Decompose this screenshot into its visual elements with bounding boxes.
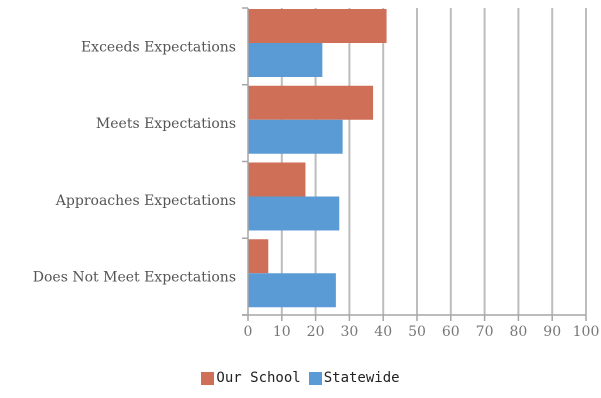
bar-statewide-approaches-expectations	[248, 196, 340, 231]
legend-item-our-school: Our School	[201, 370, 301, 386]
category-label-meets-expectations: Meets Expectations	[96, 116, 236, 132]
x-tick-label-20: 20	[307, 324, 325, 340]
category-label-does-not-meet-expectations: Does Not Meet Expectations	[33, 270, 236, 286]
bar-our-school-meets-expectations	[248, 85, 374, 120]
bar-statewide-meets-expectations	[248, 119, 343, 154]
bar-statewide-does-not-meet-expectations	[248, 273, 336, 308]
x-tick-label-70: 70	[476, 324, 494, 340]
category-label-exceeds-expectations: Exceeds Expectations	[81, 39, 236, 55]
legend-label-statewide: Statewide	[323, 370, 400, 386]
x-tick-label-10: 10	[273, 324, 291, 340]
legend-swatch-statewide	[308, 371, 322, 385]
x-tick-label-0: 0	[244, 324, 253, 340]
legend-swatch-our-school	[201, 371, 215, 385]
legend-item-statewide: Statewide	[308, 370, 400, 386]
x-tick-label-30: 30	[340, 324, 358, 340]
x-tick-label-90: 90	[543, 324, 561, 340]
bar-our-school-approaches-expectations	[248, 162, 306, 197]
bar-layer	[248, 9, 387, 308]
category-label-approaches-expectations: Approaches Expectations	[55, 193, 236, 209]
grid-layer	[280, 8, 587, 315]
x-tick-label-40: 40	[374, 324, 392, 340]
x-tick-label-60: 60	[442, 324, 460, 340]
bar-statewide-exceeds-expectations	[248, 43, 323, 77]
x-tick-label-50: 50	[408, 324, 426, 340]
x-tick-label-100: 100	[573, 324, 600, 340]
bar-our-school-exceeds-expectations	[248, 9, 387, 43]
legend-label-our-school: Our School	[216, 370, 301, 386]
x-tick-label-80: 80	[509, 324, 527, 340]
legend: Our School Statewide	[0, 370, 601, 386]
label-layer: 0 10 20 30 40 50 60 70 80 90 100 Exceeds Expectatio…	[33, 39, 600, 340]
axis-layer	[242, 7, 587, 321]
bar-our-school-does-not-meet-expectations	[248, 239, 269, 274]
